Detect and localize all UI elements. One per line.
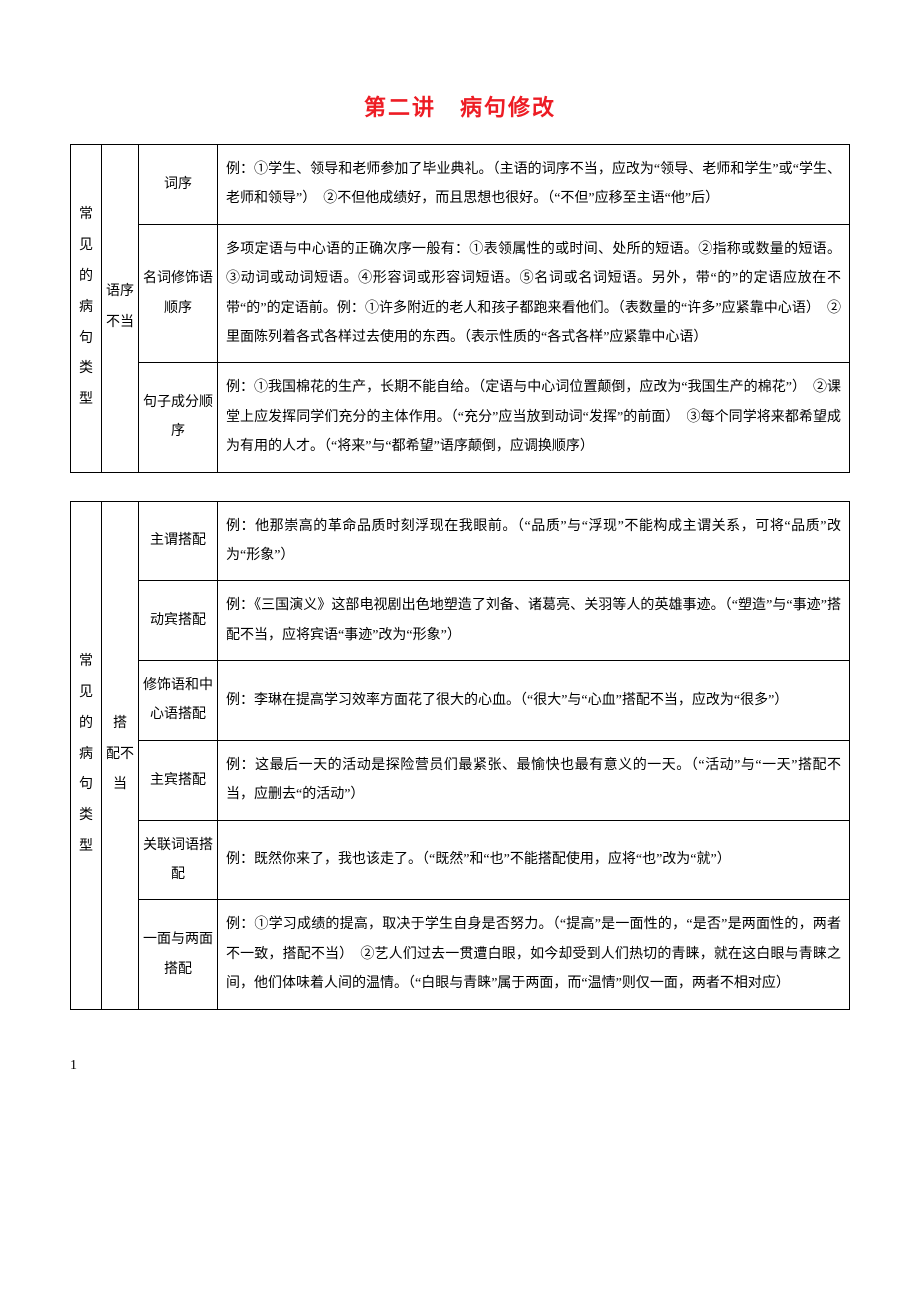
- cell-content: 例：他那崇高的革命品质时刻浮现在我眼前。（“品质”与“浮现”不能构成主谓关系，可…: [218, 501, 850, 581]
- group-label: 搭 配不当: [102, 501, 139, 1009]
- table-2: 常见的病句类型 搭 配不当 主谓搭配 例：他那崇高的革命品质时刻浮现在我眼前。（…: [70, 501, 850, 1010]
- cell-content: 例：既然你来了，我也该走了。（“既然”和“也”不能搭配使用，应将“也”改为“就”…: [218, 820, 850, 900]
- table-row: 主宾搭配 例：这最后一天的活动是探险营员们最紧张、最愉快也最有意义的一天。（“活…: [71, 740, 850, 820]
- table-1: 常见的病句类型 语序不当 词序 例：①学生、领导和老师参加了毕业典礼。（主语的词…: [70, 144, 850, 473]
- subhead: 名词修饰语顺序: [139, 224, 218, 363]
- group-label: 语序不当: [102, 145, 139, 473]
- vertical-label: 常见的病句类型: [71, 145, 102, 473]
- page-number: 1: [70, 1038, 850, 1074]
- cell-content: 例：①学习成绩的提高，取决于学生自身是否努力。（“提高”是一面性的，“是否”是两…: [218, 900, 850, 1009]
- vertical-label: 常见的病句类型: [71, 501, 102, 1009]
- subhead: 句子成分顺序: [139, 363, 218, 472]
- table-row: 句子成分顺序 例：①我国棉花的生产，长期不能自给。（定语与中心词位置颠倒，应改为…: [71, 363, 850, 472]
- subhead: 主谓搭配: [139, 501, 218, 581]
- subhead: 修饰语和中心语搭配: [139, 661, 218, 741]
- cell-content: 例：《三国演义》这部电视剧出色地塑造了刘备、诸葛亮、关羽等人的英雄事迹。（“塑造…: [218, 581, 850, 661]
- subhead: 一面与两面搭配: [139, 900, 218, 1009]
- cell-content: 例：这最后一天的活动是探险营员们最紧张、最愉快也最有意义的一天。（“活动”与“一…: [218, 740, 850, 820]
- table-row: 关联词语搭配 例：既然你来了，我也该走了。（“既然”和“也”不能搭配使用，应将“…: [71, 820, 850, 900]
- cell-content: 例：李琳在提高学习效率方面花了很大的心血。（“很大”与“心血”搭配不当，应改为“…: [218, 661, 850, 741]
- table-row: 修饰语和中心语搭配 例：李琳在提高学习效率方面花了很大的心血。（“很大”与“心血…: [71, 661, 850, 741]
- table-row: 动宾搭配 例：《三国演义》这部电视剧出色地塑造了刘备、诸葛亮、关羽等人的英雄事迹…: [71, 581, 850, 661]
- subhead: 关联词语搭配: [139, 820, 218, 900]
- subhead: 动宾搭配: [139, 581, 218, 661]
- cell-content: 例：①学生、领导和老师参加了毕业典礼。（主语的词序不当，应改为“领导、老师和学生…: [218, 145, 850, 225]
- subhead: 词序: [139, 145, 218, 225]
- table-row: 常见的病句类型 语序不当 词序 例：①学生、领导和老师参加了毕业典礼。（主语的词…: [71, 145, 850, 225]
- table-row: 常见的病句类型 搭 配不当 主谓搭配 例：他那崇高的革命品质时刻浮现在我眼前。（…: [71, 501, 850, 581]
- document-page: 第二讲 病句修改 常见的病句类型 语序不当 词序 例：①学生、领导和老师参加了毕…: [0, 0, 920, 1114]
- page-title: 第二讲 病句修改: [70, 90, 850, 122]
- table-row: 一面与两面搭配 例：①学习成绩的提高，取决于学生自身是否努力。（“提高”是一面性…: [71, 900, 850, 1009]
- cell-content: 例：①我国棉花的生产，长期不能自给。（定语与中心词位置颠倒，应改为“我国生产的棉…: [218, 363, 850, 472]
- subhead: 主宾搭配: [139, 740, 218, 820]
- cell-content: 多项定语与中心语的正确次序一般有：①表领属性的或时间、处所的短语。②指称或数量的…: [218, 224, 850, 363]
- table-row: 名词修饰语顺序 多项定语与中心语的正确次序一般有：①表领属性的或时间、处所的短语…: [71, 224, 850, 363]
